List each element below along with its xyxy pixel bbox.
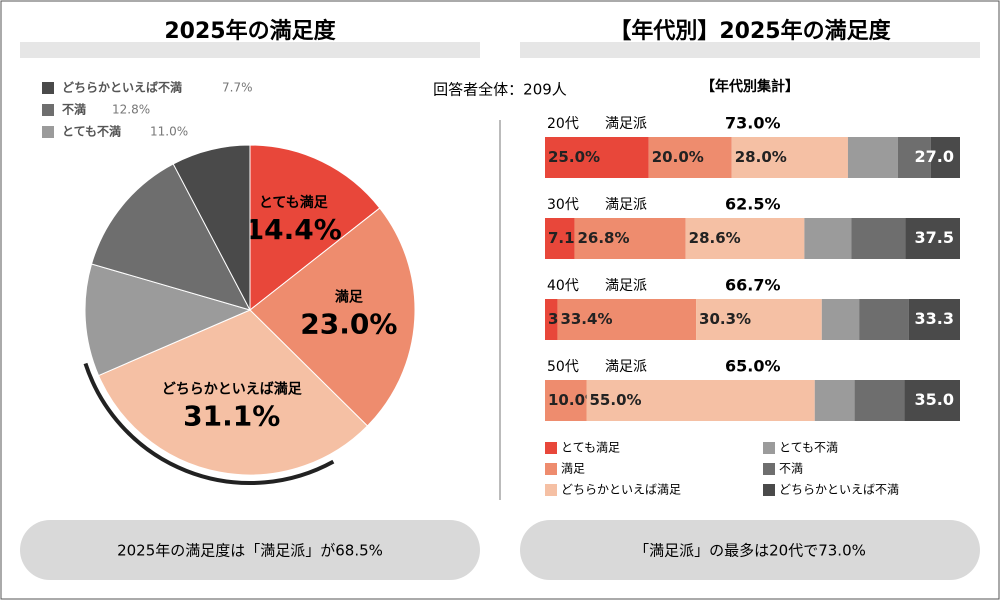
legend-value: 12.8% xyxy=(112,103,150,117)
subtitle: 【年代別集計】 xyxy=(701,78,799,95)
bar-value: 20.0% xyxy=(652,148,704,166)
bar-segment xyxy=(897,137,931,178)
summary-box xyxy=(20,520,480,580)
bar-segment xyxy=(648,137,732,178)
bar-value: 28.6% xyxy=(689,229,741,247)
bar-segment xyxy=(814,380,855,421)
legend-swatch xyxy=(42,82,54,94)
group-value: 66.7% xyxy=(725,276,781,295)
bar-segment xyxy=(854,380,905,421)
legend-swatch xyxy=(545,442,557,454)
bar-segment xyxy=(545,380,587,421)
legend-label: 不満 xyxy=(62,102,86,117)
legend-swatch xyxy=(545,463,557,475)
bar-value: 30.3% xyxy=(699,310,751,328)
legend-label: どちらかといえば不満 xyxy=(62,80,182,95)
bar-segment xyxy=(804,218,852,259)
legend-label: とても満足 xyxy=(561,441,620,455)
slice-label: とても満足 xyxy=(259,194,329,211)
legend-swatch xyxy=(763,442,775,454)
bar-segment xyxy=(586,380,815,421)
pie-slice xyxy=(172,144,251,311)
slice-label: どちらかといえば満足 xyxy=(162,380,303,397)
pie-slice xyxy=(97,309,369,476)
bar-segment xyxy=(851,218,906,259)
legend-swatch xyxy=(42,104,54,116)
dissatisfied-total: 35.0 xyxy=(915,390,954,409)
group-value: 62.5% xyxy=(725,195,781,214)
bar-value: 33.4% xyxy=(560,310,612,328)
pie-slice xyxy=(249,144,381,312)
row-label: 20代 xyxy=(547,116,579,132)
dissatisfied-total: 37.5 xyxy=(915,228,954,247)
bar-segment xyxy=(557,299,697,340)
title-band xyxy=(520,42,980,58)
chart-title: 【年代別】2025年の満足度 xyxy=(609,18,891,44)
legend-swatch xyxy=(545,484,557,496)
highlight-arc xyxy=(83,362,335,485)
bar-segment xyxy=(545,218,575,259)
pie-slice xyxy=(249,207,416,427)
legend-swatch xyxy=(42,126,54,138)
legend-label: 不満 xyxy=(779,462,803,476)
group-label: 満足派 xyxy=(605,359,647,375)
legend-label: どちらかといえば満足 xyxy=(561,483,681,497)
legend-label: 満足 xyxy=(561,462,585,476)
pie-slice xyxy=(90,163,251,311)
legend-swatch xyxy=(763,463,775,475)
summary: 「満足派」の最多は20代で73.0% xyxy=(634,542,866,560)
bar-segment xyxy=(821,299,860,340)
group-label: 満足派 xyxy=(605,278,647,294)
group-label: 満足派 xyxy=(605,116,647,132)
slice-value: 14.4% xyxy=(245,213,342,246)
bar-value: 55.0% xyxy=(590,391,642,409)
legend-label: どちらかといえば不満 xyxy=(779,483,899,497)
row-label: 50代 xyxy=(547,359,579,375)
group-label: 満足派 xyxy=(605,197,647,213)
group-value: 65.0% xyxy=(725,357,781,376)
note: 回答者全体：209人 xyxy=(433,81,567,99)
slice-label: 満足 xyxy=(335,289,364,306)
legend-value: 11.0% xyxy=(150,125,188,139)
bar-segment xyxy=(905,218,960,259)
chart-title: 2025年の満足度 xyxy=(164,18,336,44)
pie-slice xyxy=(84,263,252,377)
row-label: 30代 xyxy=(547,197,579,213)
bar-segment xyxy=(574,218,686,259)
bar-value: 26.8% xyxy=(577,229,629,247)
bar-segment xyxy=(847,137,898,178)
bar-value: 28.0% xyxy=(735,148,787,166)
summary-box xyxy=(520,520,980,580)
bar-segment xyxy=(908,299,960,340)
legend-swatch xyxy=(763,484,775,496)
bar-segment xyxy=(545,299,558,340)
bar-segment xyxy=(545,137,649,178)
legend-label: とても不満 xyxy=(62,124,121,139)
row-label: 40代 xyxy=(547,278,579,294)
legend-value: 7.7% xyxy=(222,81,253,95)
bar-value: 25.0% xyxy=(548,148,600,166)
dissatisfied-total: 33.3 xyxy=(915,309,954,328)
bar-segment xyxy=(904,380,960,421)
bar-segment xyxy=(859,299,909,340)
slice-value: 23.0% xyxy=(300,308,397,341)
slice-value: 31.1% xyxy=(183,399,280,432)
dissatisfied-total: 27.0 xyxy=(915,147,954,166)
group-value: 73.0% xyxy=(725,114,781,133)
bar-segment xyxy=(696,299,822,340)
bar-segment xyxy=(930,137,960,178)
legend-label: とても不満 xyxy=(779,441,838,455)
summary: 2025年の満足度は「満足派」が68.5% xyxy=(117,542,383,560)
bar-segment xyxy=(731,137,848,178)
bar-segment xyxy=(685,218,805,259)
title-band xyxy=(20,42,480,58)
